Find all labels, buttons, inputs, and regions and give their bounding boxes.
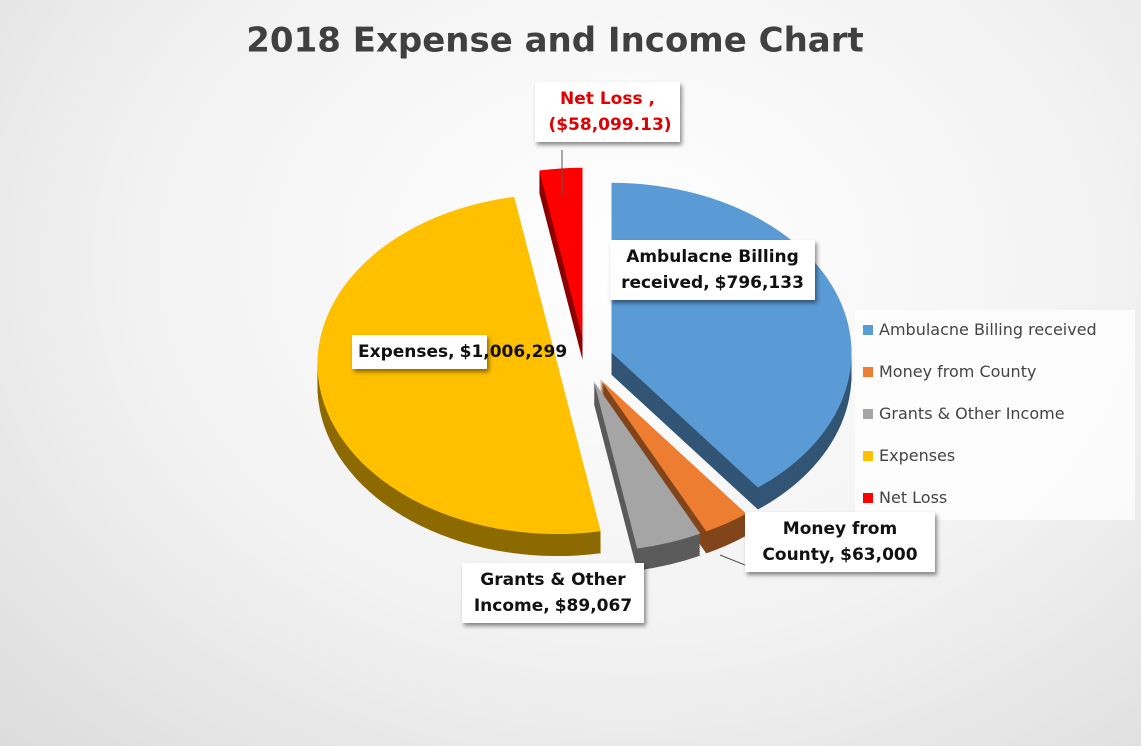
legend-label: Expenses bbox=[879, 446, 956, 465]
slice bbox=[593, 381, 701, 549]
legend-label: Money from County bbox=[879, 362, 1037, 381]
legend-entry: Grants & Other Income bbox=[863, 404, 1065, 423]
label-value: $89,067 bbox=[554, 596, 633, 616]
label-name: Ambulacne Billing received, bbox=[621, 247, 799, 293]
legend-label: Ambulacne Billing received bbox=[879, 320, 1097, 339]
label-name: Grants & Other Income, bbox=[473, 570, 626, 616]
legend-entry: Expenses bbox=[863, 446, 955, 465]
legend-entry: Net Loss bbox=[863, 488, 947, 507]
legend: Ambulacne Billing received Money from Cou… bbox=[855, 310, 1135, 520]
legend-swatch bbox=[863, 409, 873, 419]
data-label: Net Loss , ($58,099.13) bbox=[535, 82, 680, 142]
legend-swatch bbox=[863, 367, 873, 377]
legend-swatch bbox=[863, 493, 873, 503]
legend-entry: Money from County bbox=[863, 362, 1036, 381]
chart-title: 2018 Expense and Income Chart bbox=[246, 21, 864, 61]
data-label: Expenses, $1,006,299 bbox=[352, 335, 567, 369]
legend-swatch bbox=[863, 451, 873, 461]
slice bbox=[599, 379, 747, 532]
legend-entry: Ambulacne Billing received bbox=[863, 320, 1097, 339]
label-value: $796,133 bbox=[714, 273, 804, 293]
leader-line bbox=[719, 554, 746, 566]
data-label: Grants & Other Income, $89,067 bbox=[462, 563, 644, 623]
label-value: ($58,099.13) bbox=[548, 115, 672, 135]
legend-label: Grants & Other Income bbox=[879, 404, 1065, 423]
label-name: Expenses, bbox=[358, 342, 455, 362]
data-label: Money from County, $63,000 bbox=[745, 512, 935, 572]
label-name: Net Loss , bbox=[560, 89, 655, 109]
label-name: Money from County, bbox=[762, 519, 898, 565]
label-value: $63,000 bbox=[840, 545, 918, 565]
legend-swatch bbox=[863, 325, 873, 335]
legend-label: Net Loss bbox=[879, 488, 948, 507]
slice bbox=[539, 167, 583, 338]
label-value: $1,006,299 bbox=[459, 342, 568, 362]
data-label: Ambulacne Billing received, $796,133 bbox=[610, 240, 815, 300]
